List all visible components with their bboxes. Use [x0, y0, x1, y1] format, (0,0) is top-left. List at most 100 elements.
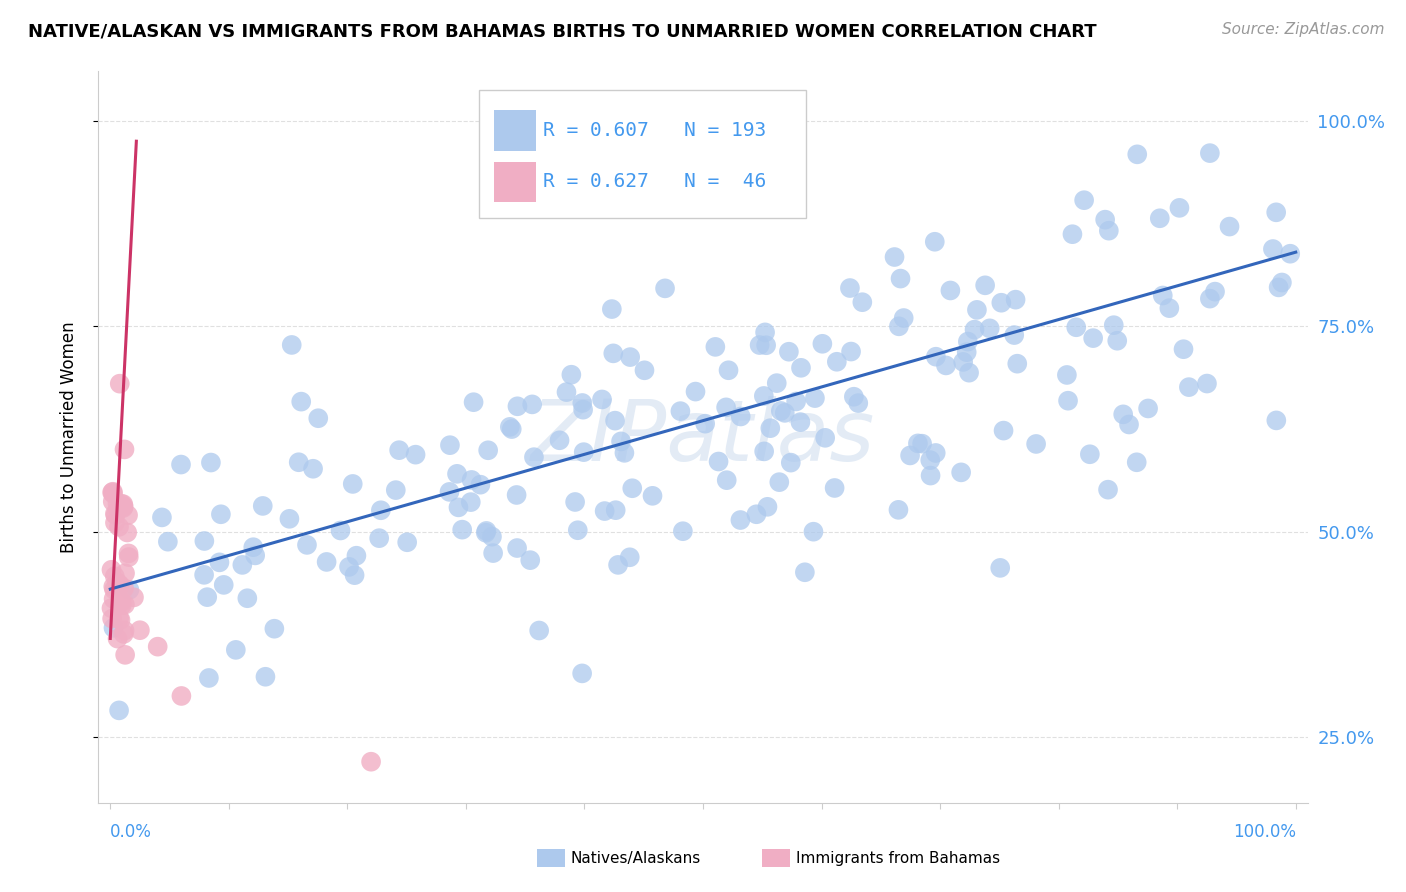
Point — [1118, 417, 1140, 432]
Point — [803, 524, 825, 539]
Point — [564, 495, 586, 509]
Point — [108, 520, 131, 534]
Point — [481, 530, 503, 544]
Point — [243, 549, 266, 563]
Point — [460, 495, 482, 509]
Point — [1094, 212, 1116, 227]
Point — [591, 392, 613, 407]
Point — [170, 689, 193, 703]
Point — [150, 510, 173, 524]
Point — [1137, 401, 1160, 416]
Point — [1152, 288, 1174, 302]
Point — [104, 516, 127, 530]
Point — [104, 508, 127, 522]
Point — [290, 394, 312, 409]
Point — [252, 499, 274, 513]
Point — [619, 350, 641, 364]
Point — [114, 648, 136, 662]
Point — [342, 477, 364, 491]
Point — [315, 555, 337, 569]
Point — [1279, 246, 1302, 260]
Point — [103, 580, 125, 594]
Point — [572, 402, 595, 417]
Point — [641, 489, 664, 503]
Point — [370, 503, 392, 517]
Point — [572, 445, 595, 459]
Point — [1126, 147, 1149, 161]
Point — [1057, 393, 1080, 408]
Point — [107, 503, 129, 517]
Point — [600, 301, 623, 316]
Point — [924, 235, 946, 249]
Point — [754, 326, 776, 340]
Point — [745, 508, 768, 522]
FancyBboxPatch shape — [479, 89, 806, 218]
Point — [110, 595, 132, 609]
Point — [898, 449, 921, 463]
Point — [231, 558, 253, 572]
Point — [115, 525, 138, 540]
Point — [911, 436, 934, 450]
Point — [287, 455, 309, 469]
Point — [920, 453, 942, 467]
Point — [610, 434, 633, 449]
Point — [717, 363, 740, 377]
Point — [925, 446, 948, 460]
Point — [242, 540, 264, 554]
Point — [789, 415, 811, 429]
Point — [633, 363, 655, 377]
Point — [114, 624, 136, 638]
Text: R = 0.607   N = 193: R = 0.607 N = 193 — [543, 121, 766, 140]
Point — [112, 627, 135, 641]
Point — [567, 523, 589, 537]
Point — [103, 592, 125, 607]
Point — [108, 376, 131, 391]
Point — [111, 598, 134, 612]
Point — [295, 538, 318, 552]
Point — [752, 389, 775, 403]
Point — [605, 503, 627, 517]
Point — [1199, 292, 1222, 306]
Point — [966, 302, 988, 317]
Point — [108, 578, 131, 592]
Point — [990, 295, 1012, 310]
Point — [672, 524, 695, 539]
Point — [236, 591, 259, 606]
Point — [824, 481, 846, 495]
Point — [195, 590, 218, 604]
Point — [112, 497, 135, 511]
Point — [104, 507, 127, 521]
Point — [360, 755, 382, 769]
Point — [893, 311, 915, 326]
Point — [114, 442, 136, 457]
Point — [193, 534, 215, 549]
Point — [117, 546, 139, 560]
Point — [343, 568, 366, 582]
Point — [730, 409, 752, 424]
Point — [208, 555, 231, 569]
Point — [883, 250, 905, 264]
Point — [1204, 285, 1226, 299]
Point — [107, 632, 129, 646]
Point — [344, 549, 367, 563]
Point — [439, 438, 461, 452]
Point — [1062, 227, 1084, 242]
Point — [302, 462, 325, 476]
Text: 0.0%: 0.0% — [110, 823, 152, 841]
Point — [385, 483, 408, 497]
Point — [470, 477, 492, 491]
Point — [103, 621, 125, 635]
Point — [114, 566, 136, 581]
Point — [107, 583, 129, 598]
Point — [1173, 342, 1195, 356]
Point — [1004, 293, 1026, 307]
Point — [519, 553, 541, 567]
Point — [769, 404, 792, 418]
Point — [129, 624, 152, 638]
Point — [337, 560, 360, 574]
Point — [1271, 276, 1294, 290]
Point — [778, 344, 800, 359]
Point — [1261, 242, 1284, 256]
Point — [451, 523, 474, 537]
Point — [748, 338, 770, 352]
